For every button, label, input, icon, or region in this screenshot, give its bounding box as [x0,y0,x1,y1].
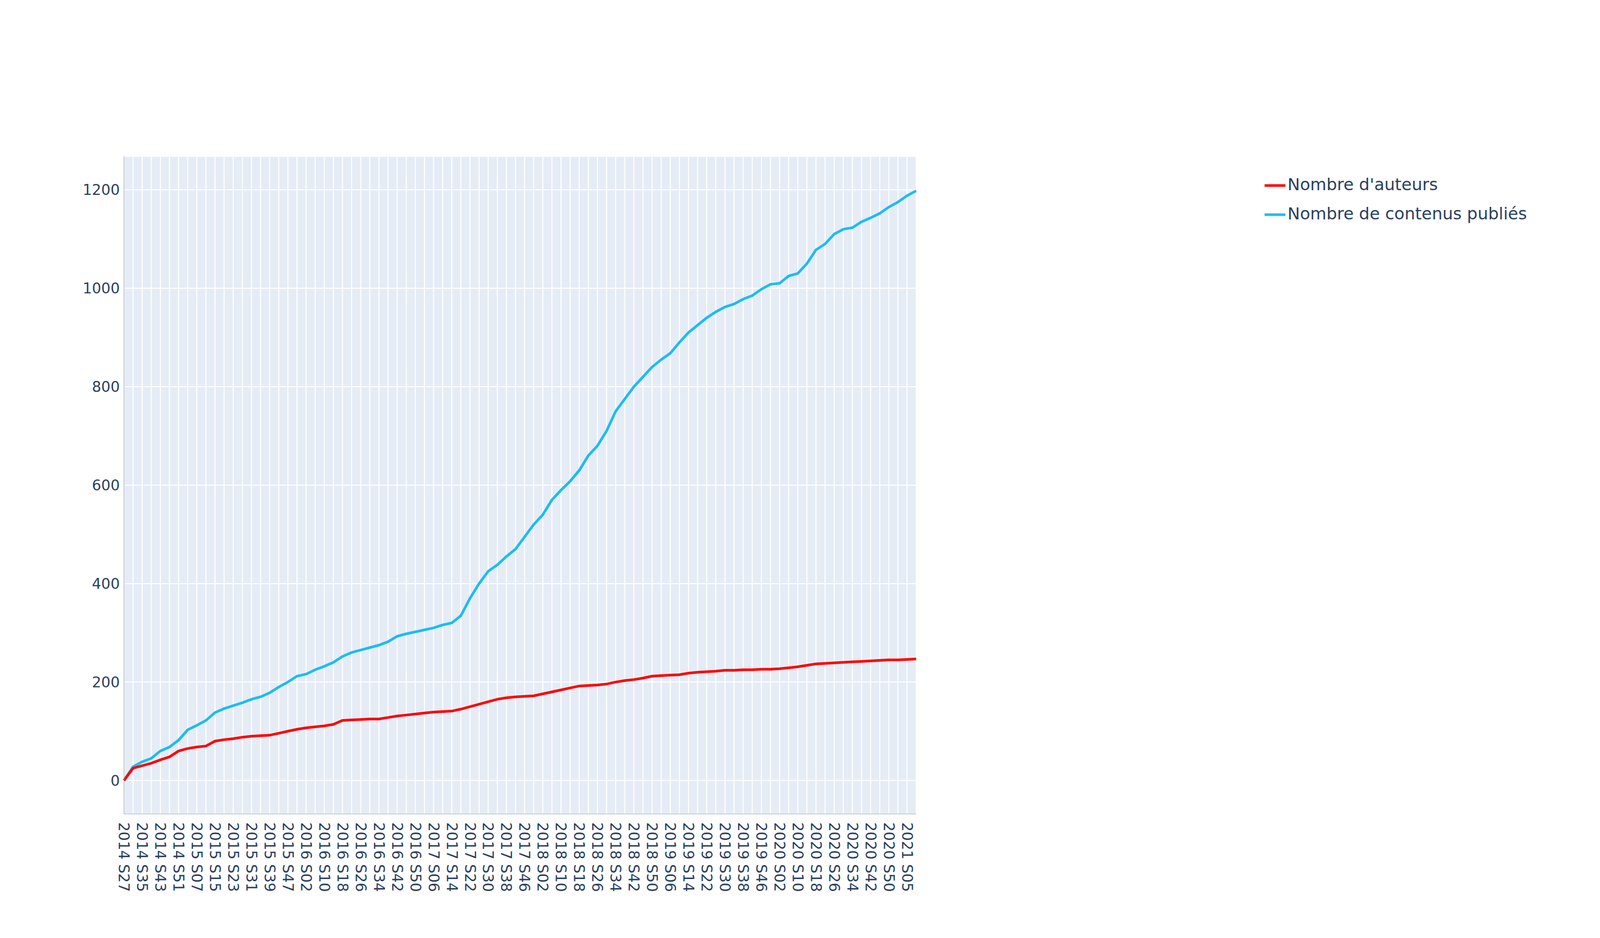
svg-text:2014 S43: 2014 S43 [151,821,169,892]
svg-text:2015 S15: 2015 S15 [206,821,224,892]
svg-text:400: 400 [92,575,120,593]
svg-text:2017 S22: 2017 S22 [461,821,479,892]
svg-text:2019 S46: 2019 S46 [752,821,770,892]
svg-text:2018 S10: 2018 S10 [552,821,570,892]
svg-text:2016 S02: 2016 S02 [297,821,315,892]
html-text:Nombre de contenus publiés: Nombre de contenus publiés [1287,203,1527,224]
svg-text:2018 S18: 2018 S18 [570,821,588,892]
svg-text:2015 S39: 2015 S39 [260,821,279,892]
svg-text:600: 600 [92,476,120,494]
svg-text:1000: 1000 [82,279,120,297]
svg-text:2016 S42: 2016 S42 [388,821,406,892]
svg-text:0: 0 [110,771,120,790]
svg-text:2019 S14: 2019 S14 [679,821,697,892]
svg-text:2016 S18: 2016 S18 [333,821,352,892]
svg-text:2016 S50: 2016 S50 [406,821,424,892]
svg-text:2018 S02: 2018 S02 [533,821,552,892]
svg-text:2016 S26: 2016 S26 [352,821,370,892]
svg-text:2016 S34: 2016 S34 [370,821,388,892]
html-text:Nombre d'auteurs: Nombre d'auteurs [1287,174,1438,195]
svg-text:200: 200 [92,673,120,691]
svg-text:2020 S34: 2020 S34 [843,821,861,892]
svg-text:2016 S10: 2016 S10 [315,821,333,892]
svg-text:2020 S42: 2020 S42 [861,821,880,892]
svg-text:2020 S26: 2020 S26 [825,821,843,892]
svg-text:2019 S38: 2019 S38 [734,821,752,892]
svg-text:2017 S06: 2017 S06 [425,821,443,892]
svg-text:800: 800 [92,378,120,396]
svg-text:2014 S27: 2014 S27 [115,821,133,892]
svg-text:2019 S22: 2019 S22 [697,821,716,892]
svg-text:2018 S26: 2018 S26 [588,821,606,892]
svg-text:2020 S02: 2020 S02 [770,821,789,892]
svg-text:2018 S50: 2018 S50 [643,821,661,892]
svg-text:2019 S06: 2019 S06 [661,821,679,892]
svg-text:2017 S14: 2017 S14 [443,821,461,892]
svg-text:2020 S50: 2020 S50 [880,821,898,892]
svg-text:2017 S46: 2017 S46 [515,821,533,892]
svg-text:2015 S23: 2015 S23 [224,821,242,892]
svg-text:2017 S30: 2017 S30 [479,821,497,892]
svg-text:2015 S07: 2015 S07 [188,821,206,892]
svg-text:2015 S31: 2015 S31 [242,821,260,892]
svg-text:2015 S47: 2015 S47 [279,821,297,892]
svg-text:2019 S30: 2019 S30 [716,821,734,892]
svg-text:2018 S34: 2018 S34 [606,821,624,892]
svg-text:2020 S18: 2020 S18 [807,821,825,892]
svg-text:2021 S05: 2021 S05 [898,821,916,892]
svg-text:2017 S38: 2017 S38 [497,821,515,892]
svg-text:2020 S10: 2020 S10 [789,821,807,892]
svg-text:2014 S35: 2014 S35 [133,821,151,892]
svg-text:2018 S42: 2018 S42 [625,821,643,892]
svg-text:1200: 1200 [82,181,120,199]
svg-text:2014 S51: 2014 S51 [169,821,187,892]
